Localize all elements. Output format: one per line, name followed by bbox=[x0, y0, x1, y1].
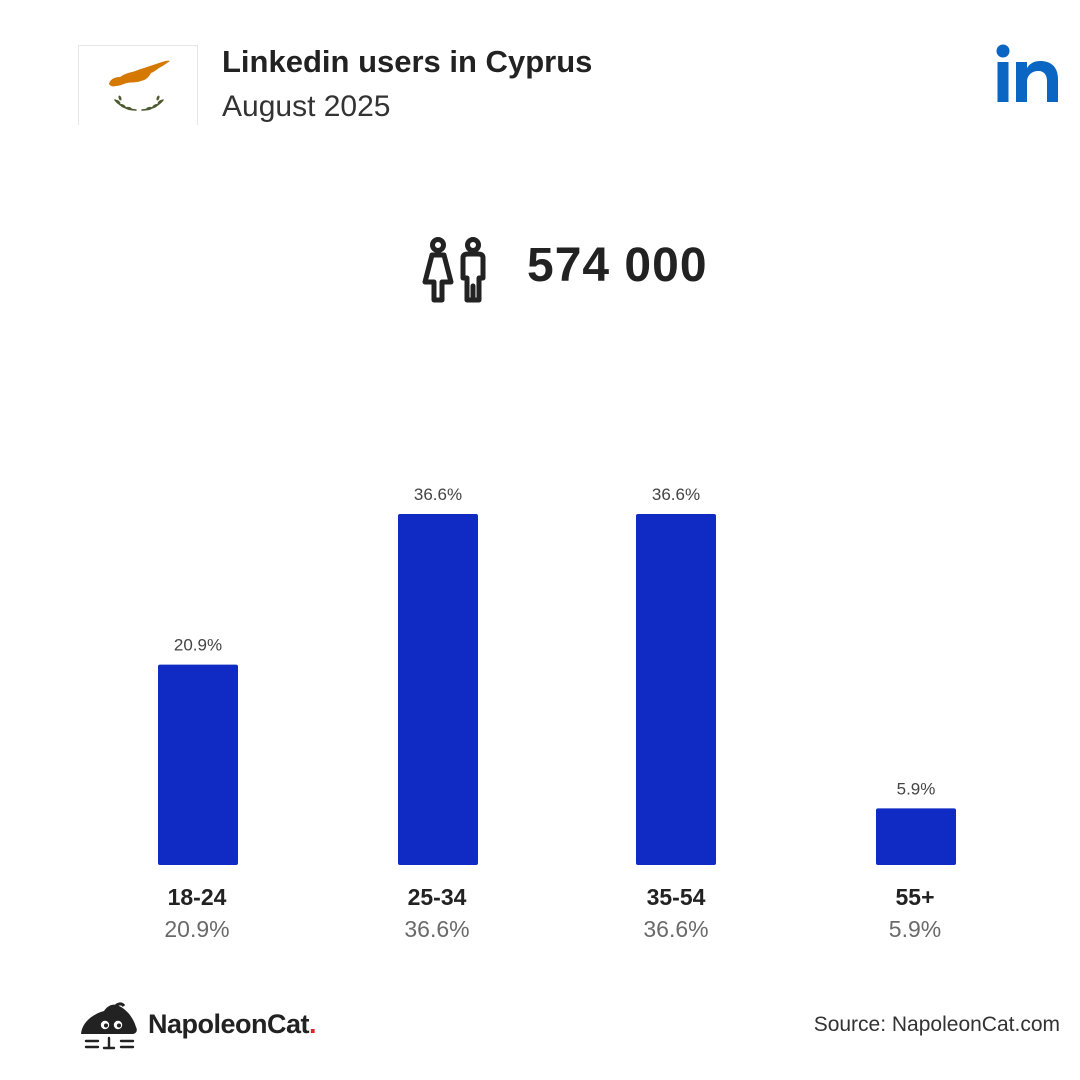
bar-value-label: 36.6% bbox=[414, 485, 462, 504]
page-title: Linkedin users in Cyprus bbox=[222, 44, 593, 79]
bar-25-34 bbox=[398, 514, 478, 865]
bar-value-label: 5.9% bbox=[897, 779, 936, 798]
bar-18-24 bbox=[158, 664, 238, 865]
cyprus-flag-icon bbox=[109, 60, 170, 111]
brand-name: NapoleonCat. bbox=[148, 1009, 317, 1039]
category-value: 5.9% bbox=[888, 916, 942, 942]
category-label: 55+ bbox=[895, 884, 935, 910]
brand-dot: . bbox=[309, 1009, 317, 1039]
napoleoncat-logo-icon bbox=[78, 1000, 140, 1050]
category-value: 20.9% bbox=[164, 916, 230, 942]
bar-55+ bbox=[876, 808, 956, 865]
source-text: Source: NapoleonCat.com bbox=[813, 1013, 1060, 1036]
bar-value-label: 20.9% bbox=[174, 636, 222, 655]
users-icon bbox=[420, 236, 492, 306]
bar-35-54 bbox=[636, 514, 716, 865]
category-label: 25-34 bbox=[407, 884, 467, 910]
category-value: 36.6% bbox=[404, 916, 470, 942]
category-value: 36.6% bbox=[643, 916, 709, 942]
category-label: 35-54 bbox=[646, 884, 706, 910]
age-distribution-chart: 20.9% 36.6% 36.6% 5.9% bbox=[158, 485, 956, 865]
total-users-value: 574 000 bbox=[527, 239, 708, 292]
cyprus-flag bbox=[78, 45, 198, 125]
category-label: 18-24 bbox=[167, 884, 227, 910]
linkedin-icon bbox=[996, 44, 1064, 104]
bar-value-label: 36.6% bbox=[652, 485, 700, 504]
page-subtitle: August 2025 bbox=[222, 90, 391, 123]
